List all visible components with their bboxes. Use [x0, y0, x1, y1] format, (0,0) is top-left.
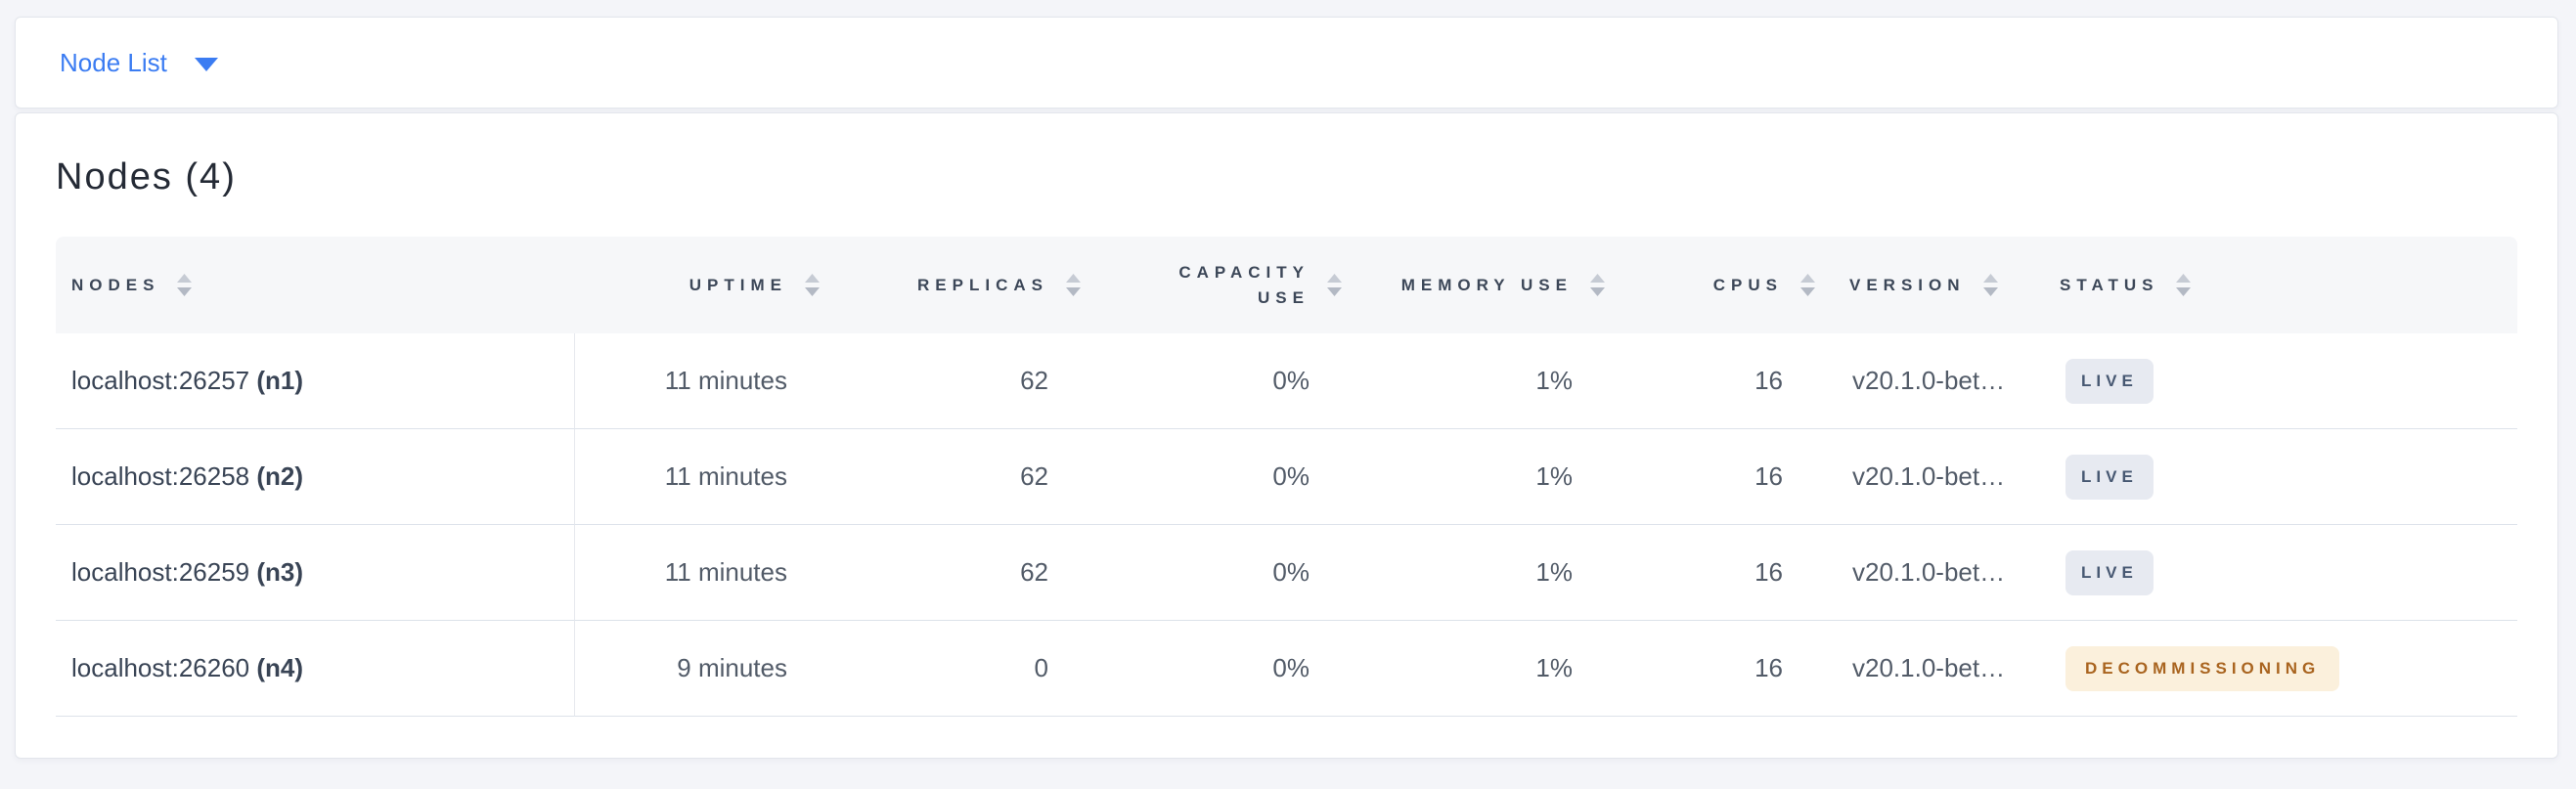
uptime-value: 9 minutes — [575, 621, 831, 717]
column-label: REPLICAS — [917, 275, 1048, 294]
sort-icon[interactable] — [1800, 274, 1815, 296]
node-id: (n3) — [256, 557, 304, 587]
page-title: Nodes (4) — [56, 156, 237, 197]
memory-use-value: 1% — [1354, 333, 1617, 429]
node-address: localhost:26260 — [71, 653, 250, 682]
replicas-value: 62 — [831, 429, 1092, 525]
capacity-use-value: 0% — [1092, 525, 1354, 621]
uptime-value: 11 minutes — [575, 525, 831, 621]
node-id: (n1) — [256, 366, 304, 395]
capacity-use-value: 0% — [1092, 429, 1354, 525]
version-value: v20.1.0-bet… — [1827, 429, 2048, 525]
column-label: NODES — [71, 275, 160, 294]
node-address: localhost:26259 — [71, 557, 250, 587]
table-row[interactable]: localhost:26258 (n2) 11 minutes 62 0% 1%… — [56, 429, 2517, 525]
node-address: localhost:26257 — [71, 366, 250, 395]
replicas-value: 0 — [831, 621, 1092, 717]
table-header-row: NODES UPTIME REPLICAS — [56, 237, 2517, 333]
memory-use-value: 1% — [1354, 621, 1617, 717]
column-header-capacity-use[interactable]: CAPACITY USE — [1092, 237, 1354, 333]
sort-icon[interactable] — [1066, 274, 1081, 296]
table-row[interactable]: localhost:26259 (n3) 11 minutes 62 0% 1%… — [56, 525, 2517, 621]
cpus-value: 16 — [1617, 621, 1827, 717]
column-label: STATUS — [2060, 275, 2159, 294]
column-label: MEMORY USE — [1400, 275, 1573, 294]
column-label: CAPACITY USE — [1178, 263, 1310, 307]
status-badge: LIVE — [2065, 549, 2154, 595]
table-row[interactable]: localhost:26260 (n4) 9 minutes 0 0% 1% 1… — [56, 621, 2517, 717]
version-value: v20.1.0-bet… — [1827, 621, 2048, 717]
uptime-value: 11 minutes — [575, 333, 831, 429]
status-badge: LIVE — [2065, 454, 2154, 500]
column-header-uptime[interactable]: UPTIME — [575, 237, 831, 333]
status-badge: LIVE — [2065, 358, 2154, 404]
column-header-replicas[interactable]: REPLICAS — [831, 237, 1092, 333]
nodes-table: NODES UPTIME REPLICAS — [56, 237, 2517, 717]
cpus-value: 16 — [1617, 525, 1827, 621]
cpus-value: 16 — [1617, 429, 1827, 525]
node-list-dropdown[interactable]: Node List — [60, 48, 218, 78]
column-label: VERSION — [1849, 275, 1966, 294]
capacity-use-value: 0% — [1092, 621, 1354, 717]
column-label: UPTIME — [688, 275, 787, 294]
replicas-value: 62 — [831, 333, 1092, 429]
column-header-status[interactable]: STATUS — [2048, 237, 2517, 333]
memory-use-value: 1% — [1354, 525, 1617, 621]
sort-icon[interactable] — [805, 274, 820, 296]
cpus-value: 16 — [1617, 333, 1827, 429]
uptime-value: 11 minutes — [575, 429, 831, 525]
version-value: v20.1.0-bet… — [1827, 333, 2048, 429]
version-value: v20.1.0-bet… — [1827, 525, 2048, 621]
capacity-use-value: 0% — [1092, 333, 1354, 429]
node-id: (n2) — [256, 461, 304, 491]
nodes-panel: Nodes (4) NODES UPTIME — [15, 112, 2558, 759]
view-selector-bar: Node List — [15, 17, 2558, 109]
sort-icon[interactable] — [1327, 274, 1342, 296]
node-address: localhost:26258 — [71, 461, 250, 491]
column-header-memory-use[interactable]: MEMORY USE — [1354, 237, 1617, 333]
table-row[interactable]: localhost:26257 (n1) 11 minutes 62 0% 1%… — [56, 333, 2517, 429]
node-id: (n4) — [256, 653, 304, 682]
column-label: CPUS — [1712, 275, 1783, 294]
sort-icon[interactable] — [177, 274, 193, 296]
sort-icon[interactable] — [1590, 274, 1605, 296]
sort-icon[interactable] — [1982, 274, 1998, 296]
sort-icon[interactable] — [2176, 274, 2192, 296]
column-header-cpus[interactable]: CPUS — [1617, 237, 1827, 333]
memory-use-value: 1% — [1354, 429, 1617, 525]
replicas-value: 62 — [831, 525, 1092, 621]
node-list-dropdown-label: Node List — [60, 47, 167, 77]
caret-down-icon — [194, 57, 218, 71]
status-badge: DECOMMISSIONING — [2065, 645, 2340, 691]
column-header-version[interactable]: VERSION — [1827, 237, 2048, 333]
column-header-nodes[interactable]: NODES — [56, 237, 575, 333]
